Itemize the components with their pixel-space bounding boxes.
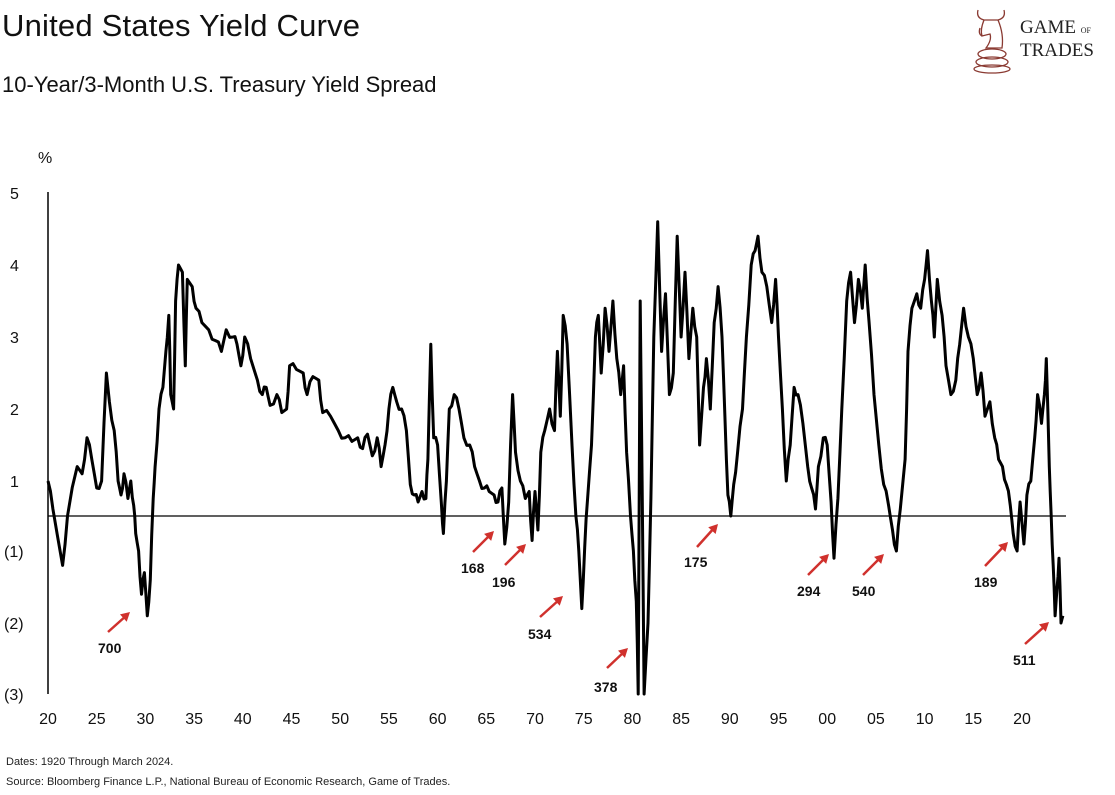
annotation-label: 700 bbox=[98, 640, 122, 656]
x-tick-label: 75 bbox=[575, 711, 593, 728]
inversion-annotation: 175 bbox=[684, 524, 718, 570]
x-tick-label: 20 bbox=[1013, 711, 1031, 728]
y-tick-label: (2) bbox=[4, 616, 24, 633]
annotation-label: 534 bbox=[528, 626, 552, 642]
bull-knight-icon bbox=[973, 9, 1011, 74]
x-tick-label: 30 bbox=[137, 711, 155, 728]
annotation-label: 168 bbox=[461, 560, 485, 576]
inversion-annotation: 700 bbox=[98, 612, 130, 656]
x-tick-label: 45 bbox=[283, 711, 301, 728]
x-tick-label: 35 bbox=[185, 711, 203, 728]
x-tick-label: 80 bbox=[624, 711, 642, 728]
footer-dates: Dates: 1920 Through March 2024. bbox=[6, 756, 174, 768]
y-tick-label: 4 bbox=[10, 258, 19, 275]
logo-text-game: GAME bbox=[1020, 17, 1076, 38]
arrow-head-icon bbox=[874, 554, 884, 564]
inversion-annotation: 196 bbox=[492, 544, 526, 590]
x-tick-label: 85 bbox=[672, 711, 690, 728]
annotation-label: 294 bbox=[797, 583, 821, 599]
inversion-annotation: 534 bbox=[528, 596, 563, 642]
annotation-label: 196 bbox=[492, 574, 516, 590]
arrow-head-icon bbox=[819, 554, 829, 564]
x-tick-label: 90 bbox=[721, 711, 739, 728]
arrow-head-icon bbox=[1038, 622, 1049, 632]
annotation-label: 511 bbox=[1013, 652, 1036, 668]
x-tick-label: 05 bbox=[867, 711, 885, 728]
y-tick-label: 1 bbox=[10, 474, 19, 491]
y-tick-label: 5 bbox=[10, 186, 19, 203]
annotation-arrow-shaft bbox=[984, 544, 1006, 567]
chart-subtitle: 10-Year/3-Month U.S. Treasury Yield Spre… bbox=[2, 72, 437, 97]
arrow-head-icon bbox=[516, 544, 526, 554]
inversion-annotation: 294 bbox=[797, 554, 829, 599]
x-tick-label: 25 bbox=[88, 711, 106, 728]
game-of-trades-logo: GAME OF TRADES bbox=[968, 4, 1108, 74]
arrow-head-icon bbox=[552, 596, 563, 606]
spread-series-line bbox=[46, 220, 1065, 696]
y-tick-label: 3 bbox=[10, 330, 19, 347]
annotation-label: 378 bbox=[594, 679, 618, 695]
x-tick-label: 15 bbox=[964, 711, 982, 728]
arrow-head-icon bbox=[708, 524, 718, 535]
x-tick-label: 55 bbox=[380, 711, 398, 728]
chart-title: United States Yield Curve bbox=[2, 8, 361, 43]
inversion-annotation: 511 bbox=[1013, 622, 1049, 668]
arrow-head-icon bbox=[998, 542, 1008, 552]
x-tick-label: 65 bbox=[477, 711, 495, 728]
inversion-annotation: 189 bbox=[974, 542, 1008, 590]
x-tick-label: 00 bbox=[818, 711, 836, 728]
arrow-head-icon bbox=[484, 531, 494, 541]
annotation-label: 540 bbox=[852, 583, 876, 599]
y-tick-label: 2 bbox=[10, 402, 19, 419]
y-tick-label: (1) bbox=[4, 544, 24, 561]
x-tick-label: 40 bbox=[234, 711, 252, 728]
inversion-annotation: 168 bbox=[461, 531, 494, 576]
x-tick-label: 70 bbox=[526, 711, 544, 728]
y-tick-label: (3) bbox=[4, 687, 24, 704]
x-tick-label: 95 bbox=[770, 711, 788, 728]
inversion-annotation: 378 bbox=[594, 648, 628, 695]
x-tick-label: 20 bbox=[39, 711, 57, 728]
x-tick-label: 60 bbox=[429, 711, 447, 728]
annotation-label: 175 bbox=[684, 554, 708, 570]
inversion-annotation: 540 bbox=[852, 554, 884, 599]
logo-text-of: OF bbox=[1080, 26, 1091, 35]
annotation-label: 189 bbox=[974, 574, 998, 590]
arrow-head-icon bbox=[618, 648, 628, 658]
x-tick-label: 50 bbox=[331, 711, 349, 728]
footer-source: Source: Bloomberg Finance L.P., National… bbox=[6, 776, 451, 788]
x-tick-label: 10 bbox=[916, 711, 934, 728]
y-axis-unit-label: % bbox=[38, 150, 52, 167]
arrow-head-icon bbox=[119, 612, 130, 622]
logo-text-trades: TRADES bbox=[1020, 40, 1094, 61]
